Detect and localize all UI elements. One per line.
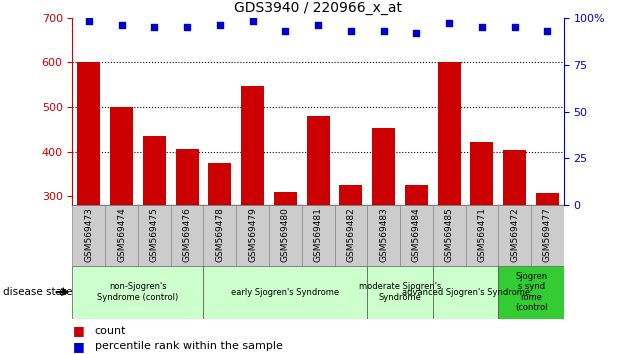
Bar: [335, 205, 367, 266]
Bar: [203, 266, 367, 319]
Bar: [466, 205, 498, 266]
Text: GSM569472: GSM569472: [510, 207, 519, 262]
Bar: [340, 185, 362, 330]
Text: early Sjogren's Syndrome: early Sjogren's Syndrome: [231, 287, 340, 297]
Bar: [209, 163, 231, 330]
Text: moderate Sjogren's
Syndrome: moderate Sjogren's Syndrome: [359, 282, 441, 302]
Text: GSM569485: GSM569485: [445, 207, 454, 262]
Text: GSM569471: GSM569471: [478, 207, 486, 262]
Bar: [176, 149, 198, 330]
Point: [182, 24, 192, 30]
Bar: [433, 266, 498, 319]
Bar: [433, 205, 466, 266]
Bar: [143, 136, 166, 330]
Bar: [536, 193, 559, 330]
Bar: [498, 266, 564, 319]
Bar: [471, 142, 493, 330]
Bar: [367, 266, 433, 319]
Bar: [400, 205, 433, 266]
Point: [248, 19, 258, 24]
Text: GSM569476: GSM569476: [183, 207, 192, 262]
Title: GDS3940 / 220966_x_at: GDS3940 / 220966_x_at: [234, 1, 402, 15]
Text: GSM569483: GSM569483: [379, 207, 388, 262]
Point: [379, 28, 389, 34]
Point: [542, 28, 553, 34]
Bar: [307, 116, 329, 330]
Bar: [269, 205, 302, 266]
Bar: [72, 205, 105, 266]
Text: GSM569480: GSM569480: [281, 207, 290, 262]
Bar: [438, 62, 461, 330]
Bar: [77, 62, 100, 330]
Point: [149, 24, 159, 30]
Text: GSM569475: GSM569475: [150, 207, 159, 262]
Bar: [110, 107, 133, 330]
Text: percentile rank within the sample: percentile rank within the sample: [94, 341, 282, 351]
Text: GSM569482: GSM569482: [346, 207, 355, 262]
Point: [313, 22, 323, 28]
Bar: [241, 86, 264, 330]
Text: Sjogren
s synd
rome
(control: Sjogren s synd rome (control: [515, 272, 547, 312]
Text: GSM569484: GSM569484: [412, 207, 421, 262]
Bar: [236, 205, 269, 266]
Text: disease state: disease state: [3, 287, 72, 297]
Text: GSM569479: GSM569479: [248, 207, 257, 262]
Point: [510, 24, 520, 30]
Bar: [503, 150, 526, 330]
Point: [346, 28, 356, 34]
Bar: [171, 205, 203, 266]
Bar: [405, 185, 428, 330]
Bar: [372, 128, 395, 330]
Text: non-Sjogren's
Syndrome (control): non-Sjogren's Syndrome (control): [98, 282, 178, 302]
Bar: [531, 205, 564, 266]
Text: advanced Sjogren's Syndrome: advanced Sjogren's Syndrome: [401, 287, 530, 297]
Text: ■: ■: [72, 340, 84, 353]
Bar: [498, 205, 531, 266]
Text: GSM569478: GSM569478: [215, 207, 224, 262]
Bar: [138, 205, 171, 266]
Point: [215, 22, 225, 28]
Point: [280, 28, 290, 34]
Text: count: count: [94, 326, 126, 336]
Text: GSM569481: GSM569481: [314, 207, 323, 262]
Bar: [105, 205, 138, 266]
Text: GSM569474: GSM569474: [117, 207, 126, 262]
Point: [444, 21, 454, 26]
Text: GSM569473: GSM569473: [84, 207, 93, 262]
Point: [84, 19, 94, 24]
Point: [117, 22, 127, 28]
Bar: [302, 205, 335, 266]
Bar: [367, 205, 400, 266]
Bar: [72, 266, 203, 319]
Bar: [203, 205, 236, 266]
Point: [477, 24, 487, 30]
Bar: [274, 192, 297, 330]
Point: [411, 30, 421, 35]
Text: GSM569477: GSM569477: [543, 207, 552, 262]
Text: ■: ■: [72, 325, 84, 337]
